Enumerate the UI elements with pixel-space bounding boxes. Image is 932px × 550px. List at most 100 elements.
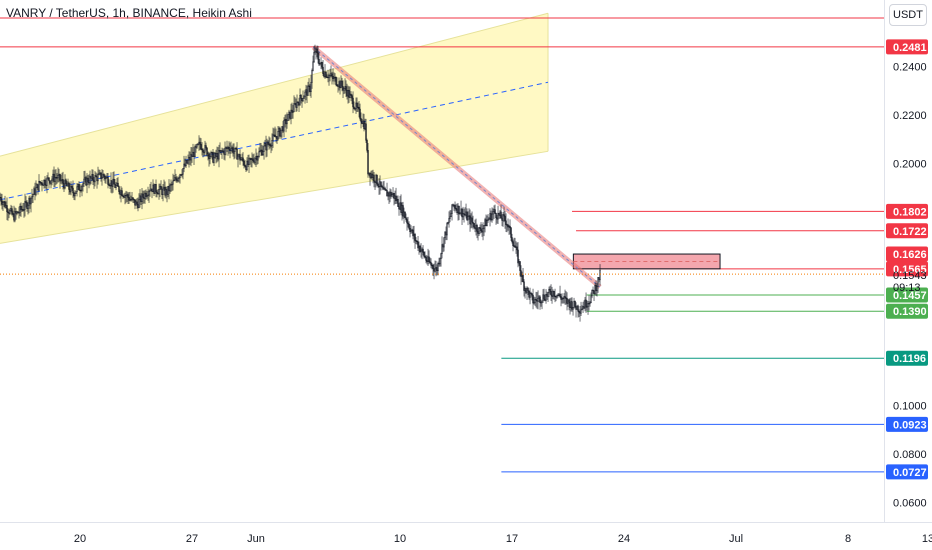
candle-body <box>351 95 353 99</box>
candle-body <box>502 214 504 221</box>
candle-body <box>512 241 514 246</box>
candle-body <box>197 143 199 146</box>
candle-body <box>50 180 52 184</box>
candle-body <box>239 154 241 161</box>
candle-body <box>519 261 521 271</box>
candle-body <box>171 183 173 186</box>
candle-body <box>472 221 474 224</box>
candle-body <box>550 291 552 296</box>
candle-body <box>488 218 490 220</box>
x-tick-label: 24 <box>618 533 630 545</box>
candle-body <box>175 177 177 180</box>
candle-body <box>252 158 254 162</box>
candle-body <box>310 82 312 93</box>
candle-body <box>423 252 425 257</box>
candle-body <box>495 213 497 219</box>
candle-body <box>417 241 419 249</box>
candle-body <box>451 204 453 214</box>
candle-body <box>599 269 601 281</box>
candle-body <box>60 180 62 182</box>
candle-body <box>74 193 76 197</box>
candle-body <box>466 211 468 221</box>
candle-body <box>103 174 105 177</box>
candle-body <box>328 75 330 79</box>
currency-button[interactable]: USDT <box>889 4 927 26</box>
x-tick-label: 20 <box>74 533 86 545</box>
candle-body <box>350 93 352 96</box>
channel-upper-line <box>0 12 549 157</box>
candle-body <box>155 184 157 193</box>
candle-body <box>360 118 362 122</box>
price-label-0.1196: 0.1196 <box>893 353 926 365</box>
candle-body <box>590 295 592 303</box>
candle-body <box>297 101 299 104</box>
candle-body <box>336 84 338 86</box>
candle-body <box>147 194 149 197</box>
channel-midline <box>0 81 549 201</box>
price-label-0.1802: 0.1802 <box>893 206 927 218</box>
price-label-box-0.1802 <box>886 203 928 219</box>
candle-body <box>559 293 561 297</box>
candle-body <box>462 213 464 218</box>
candle-body <box>234 147 236 152</box>
candle-body <box>173 179 175 182</box>
candle-body <box>482 228 484 233</box>
candle-body <box>586 306 588 308</box>
candle-body <box>492 211 494 215</box>
candle-body <box>0 197 2 202</box>
candle-body <box>117 182 119 187</box>
candle-body <box>115 185 117 188</box>
candle-body <box>407 222 409 225</box>
candle-body <box>269 143 271 146</box>
candle-body <box>509 225 511 229</box>
candle-body <box>543 294 545 300</box>
candle-body <box>280 129 282 137</box>
candle-body <box>293 103 295 112</box>
candle-body <box>597 277 599 287</box>
candle-body <box>65 179 67 185</box>
candle-body <box>409 228 411 233</box>
price-label-box-0.0727 <box>886 464 928 480</box>
candle-body <box>483 225 485 229</box>
candle-body <box>62 179 64 184</box>
candle-body <box>446 223 448 236</box>
candle-body <box>236 148 238 160</box>
candle-body <box>100 172 102 179</box>
candle-body <box>194 146 196 157</box>
candle-body <box>322 66 324 74</box>
candle-body <box>587 303 589 307</box>
candle-body <box>404 211 406 219</box>
candle-body <box>300 95 302 99</box>
candle-body <box>591 289 593 297</box>
candle-body <box>317 52 319 60</box>
candle-body <box>478 227 480 234</box>
candle-body <box>545 294 547 301</box>
candle-body <box>335 77 337 85</box>
candle-body <box>414 233 416 241</box>
candle-body <box>23 209 25 211</box>
candle-body <box>384 187 386 190</box>
candle-body <box>169 184 171 192</box>
candle-body <box>263 145 265 152</box>
candle-body <box>366 140 368 151</box>
candle-body <box>233 151 235 154</box>
price-label-box-0.2481 <box>886 39 928 55</box>
candle-body <box>454 205 456 209</box>
candle-body <box>235 147 237 150</box>
candles <box>0 44 601 322</box>
candle-body <box>390 191 392 197</box>
candle-body <box>182 168 184 175</box>
candle-body <box>354 108 356 110</box>
candle-body <box>158 189 160 195</box>
candle-body <box>92 174 94 181</box>
x-tick-label: 27 <box>186 533 198 545</box>
candle-body <box>59 173 61 181</box>
candle-body <box>299 95 301 106</box>
candle-body <box>406 219 408 224</box>
candle-body <box>585 299 587 308</box>
candle-body <box>517 249 519 264</box>
candle-body <box>463 213 465 215</box>
candle-body <box>30 197 32 205</box>
candle-body <box>277 131 279 140</box>
